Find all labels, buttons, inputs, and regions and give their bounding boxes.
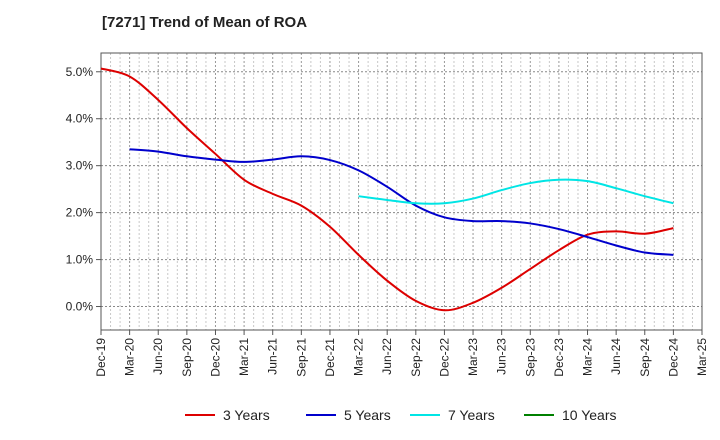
x-tick-label: Sep-20: [180, 338, 194, 377]
x-tick-label: Jun-22: [380, 338, 394, 375]
y-tick-label: 1.0%: [66, 253, 94, 267]
series-layer: [100, 67, 674, 312]
x-tick-label: Mar-25: [695, 338, 709, 376]
y-tick-label: 0.0%: [66, 300, 94, 314]
x-tick-label: Dec-23: [552, 338, 566, 377]
x-tick-label: Dec-20: [208, 338, 222, 377]
x-tick-label: Dec-22: [437, 338, 451, 377]
legend-label-5-years: 5 Years: [344, 407, 391, 423]
y-tick-label: 5.0%: [66, 65, 94, 79]
x-tick-label: Jun-23: [495, 338, 509, 375]
x-tick-label: Jun-20: [151, 338, 165, 375]
series-line-3-years: [100, 67, 674, 312]
y-tick-label: 4.0%: [66, 112, 94, 126]
x-tick-label: Sep-23: [523, 338, 537, 377]
grid-layer: [100, 53, 703, 330]
x-tick-label: Mar-22: [352, 338, 366, 376]
x-tick-label: Dec-21: [323, 338, 337, 377]
x-tick-label: Sep-21: [294, 338, 308, 377]
x-tick-label: Mar-21: [237, 338, 251, 376]
y-tick-label: 2.0%: [66, 206, 94, 220]
y-tick-label: 3.0%: [66, 159, 94, 173]
x-tick-label: Sep-22: [409, 338, 423, 377]
legend-label-10-years: 10 Years: [562, 407, 617, 423]
series-line-7-years: [358, 178, 674, 205]
x-tick-label: Dec-19: [94, 338, 108, 377]
x-tick-label: Jun-21: [266, 338, 280, 375]
x-tick-label: Mar-23: [466, 338, 480, 376]
x-tick-label: Mar-20: [123, 338, 137, 376]
series-line-5-years: [129, 148, 674, 256]
chart-title: [7271] Trend of Mean of ROA: [102, 14, 308, 31]
axis-layer: 0.0% 1.0% 2.0% 3.0% 4.0% 5.0% Dec-19 Mar-20 Jun-…: [66, 65, 709, 377]
legend-label-3-years: 3 Years: [223, 407, 270, 423]
legend-label-7-years: 7 Years: [448, 407, 495, 423]
legend: 3 Years 5 Years 7 Years 10 Years: [185, 407, 617, 423]
x-tick-label: Jun-24: [609, 338, 623, 375]
x-tick-label: Sep-24: [638, 338, 652, 377]
x-tick-label: Mar-24: [581, 338, 595, 376]
x-tick-label: Dec-24: [666, 338, 680, 377]
plot-frame: [100, 52, 703, 331]
